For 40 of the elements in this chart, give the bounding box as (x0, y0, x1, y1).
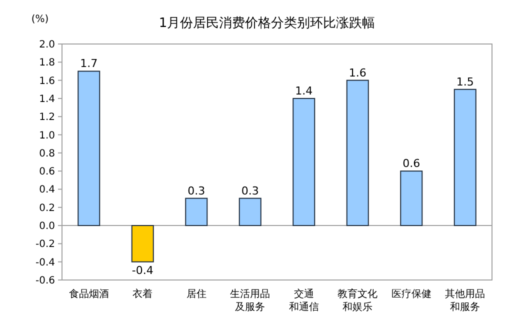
x-tick-label: 衣着 (132, 288, 153, 300)
x-tick-label: 其他用品和服务 (445, 288, 486, 313)
y-tick-label: 0.4 (39, 184, 55, 196)
x-tick-label: 食品烟酒 (68, 288, 109, 300)
bar (292, 98, 316, 226)
data-label: 0.6 (402, 157, 420, 170)
y-tick-label: -0.4 (35, 257, 55, 268)
x-tick-label: 医疗保健 (391, 288, 432, 300)
bar (185, 198, 208, 226)
y-tick-label: 1.0 (39, 130, 55, 142)
y-tick-label: 1.4 (39, 94, 55, 105)
y-tick-label: 0.6 (39, 166, 55, 178)
bar (78, 70, 100, 226)
bar (400, 170, 423, 226)
y-tick-label: 0.0 (39, 221, 55, 232)
data-label: 1.6 (348, 66, 366, 80)
x-tick-label: 交通和通信 (288, 288, 319, 313)
bar (346, 80, 369, 226)
bar (238, 198, 262, 226)
data-label: 1.5 (456, 75, 474, 88)
data-label: 0.3 (188, 184, 206, 198)
bar (131, 225, 154, 262)
bar (454, 88, 476, 226)
chart-title: 1月份居民消费价格分类别环比涨跌幅 (158, 16, 376, 31)
y-axis-title: (%) (31, 14, 49, 25)
x-tick-label: 生活用品及服务 (230, 288, 270, 313)
x-tick-label: 居住 (186, 289, 206, 300)
y-tick-label: -0.2 (35, 239, 55, 250)
y-tick-label: 1.2 (39, 112, 55, 124)
x-tick-label: 教育文化和娱乐 (338, 288, 378, 313)
data-label: 1.4 (295, 84, 313, 98)
y-tick-label: -0.6 (35, 276, 55, 286)
data-label: 1.7 (80, 57, 98, 70)
y-tick-label: 2.0 (39, 40, 55, 50)
data-label: 0.3 (241, 184, 259, 198)
y-tick-label: 0.8 (39, 148, 55, 160)
y-tick-label: 1.6 (39, 76, 55, 87)
data-label: -0.4 (132, 264, 154, 277)
y-tick-label: 0.2 (39, 202, 55, 214)
y-tick-label: 1.8 (39, 58, 55, 69)
